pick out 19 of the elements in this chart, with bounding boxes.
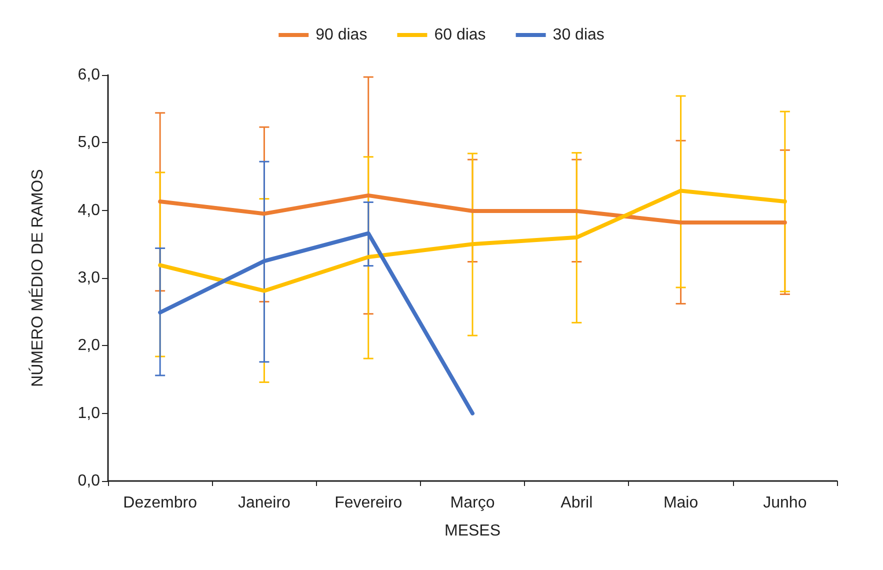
x-axis-title: MESES — [444, 522, 501, 540]
x-tick-label: Maio — [663, 494, 698, 512]
y-tick-label: 0,0 — [78, 472, 100, 490]
x-tick-label: Fevereiro — [334, 494, 402, 512]
y-axis-title: NÚMERO MÉDIO DE RAMOS — [28, 169, 46, 387]
y-tick-label: 4,0 — [78, 202, 100, 219]
x-tick-label: Junho — [763, 494, 807, 512]
x-tick-label: Março — [450, 494, 495, 512]
legend-label: 90 dias — [316, 26, 368, 44]
y-tick-label: 6,0 — [78, 66, 100, 84]
x-tick-label: Abril — [560, 494, 593, 512]
x-tick-label: Janeiro — [238, 494, 291, 512]
y-tick-label: 2,0 — [78, 337, 100, 354]
y-tick-label: 3,0 — [78, 270, 100, 286]
legend-label: 60 dias — [434, 26, 486, 44]
y-tick-label: 5,0 — [78, 134, 100, 152]
x-tick-label: Dezembro — [123, 494, 198, 512]
legend-label: 30 dias — [552, 26, 604, 44]
y-tick-label: 1,0 — [78, 404, 100, 422]
